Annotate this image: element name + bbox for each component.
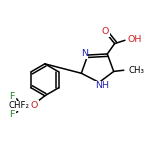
Text: O: O [31, 101, 38, 110]
Text: CH₃: CH₃ [128, 66, 144, 75]
Text: F: F [9, 110, 15, 119]
Text: OH: OH [128, 35, 142, 44]
Text: O: O [102, 27, 109, 36]
Text: CHF₂: CHF₂ [9, 101, 30, 110]
Text: N: N [81, 49, 88, 58]
Text: NH: NH [95, 81, 109, 90]
Text: F: F [9, 92, 15, 101]
